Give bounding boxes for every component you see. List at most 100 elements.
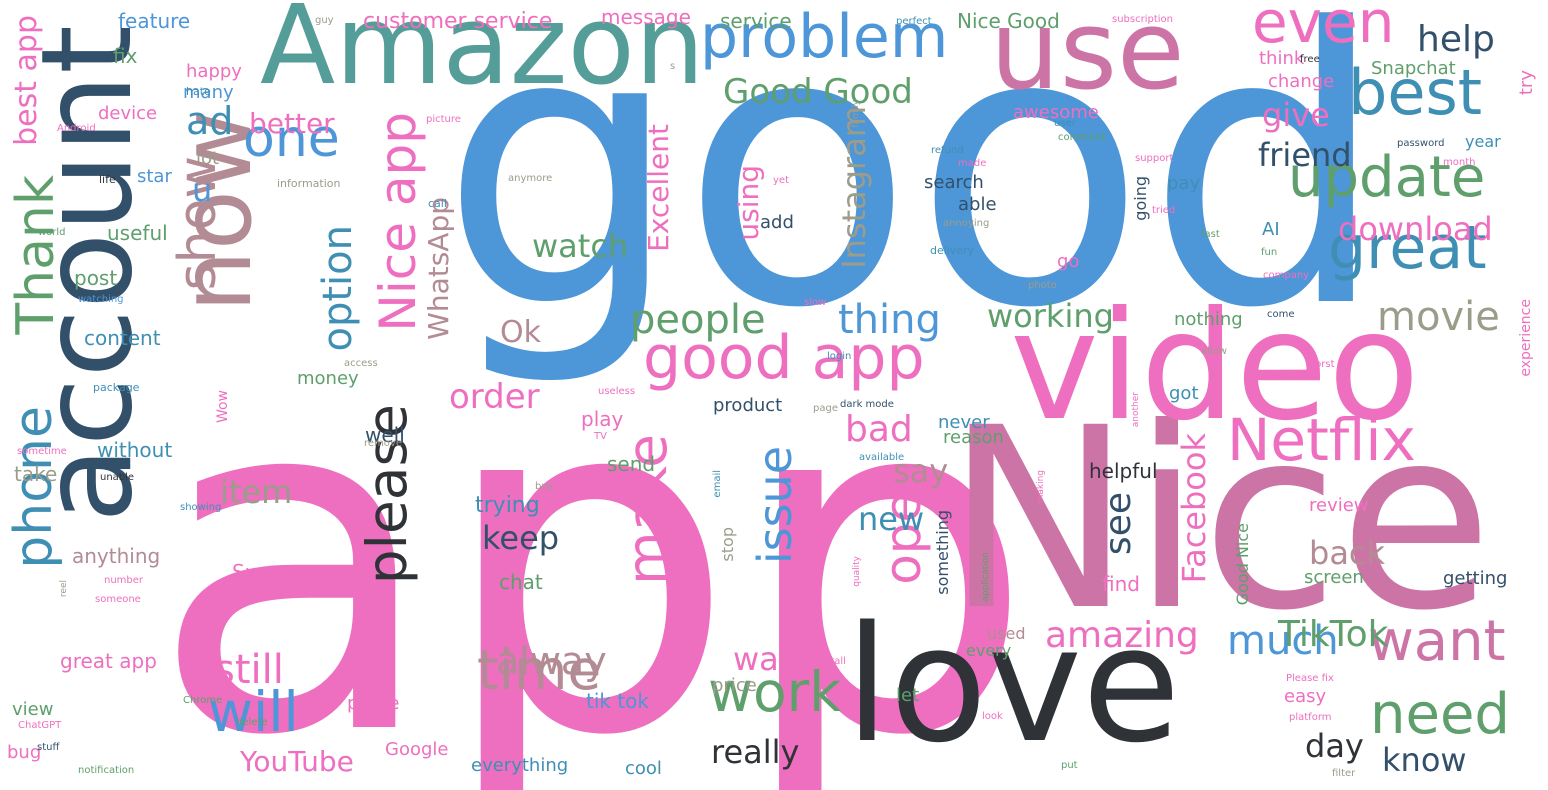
cloud-word: made: [958, 158, 987, 169]
cloud-word: Facebook: [1175, 433, 1213, 584]
cloud-word: review: [1309, 495, 1369, 516]
cloud-word: Amazon: [260, 0, 705, 109]
cloud-word: money: [297, 368, 359, 389]
cloud-word: Thank: [6, 175, 66, 335]
cloud-word: filter: [1332, 768, 1356, 779]
cloud-word: number: [104, 575, 144, 586]
cloud-word: worst: [1307, 359, 1335, 370]
cloud-word: watching: [78, 294, 124, 305]
cloud-word: reason: [943, 427, 1004, 448]
cloud-word: notification: [78, 765, 135, 776]
cloud-word: quality: [852, 556, 862, 587]
cloud-word: slow: [804, 297, 827, 308]
cloud-word: issue: [748, 446, 802, 565]
cloud-word: alway: [496, 639, 607, 683]
cloud-word: Nice Good: [957, 9, 1060, 33]
cloud-word: useless: [598, 386, 636, 397]
cloud-word: stuff: [37, 742, 60, 753]
cloud-word: video: [1010, 280, 1420, 454]
cloud-word: every: [966, 641, 1012, 660]
cloud-word: easy: [1284, 686, 1327, 707]
cloud-word: new: [858, 500, 925, 538]
cloud-word: annoying: [943, 218, 990, 229]
cloud-word: perfect: [896, 16, 932, 27]
cloud-word: remove: [364, 438, 402, 449]
cloud-word: good: [440, 0, 1388, 391]
cloud-word: password: [1397, 138, 1445, 149]
cloud-word: ChatGPT: [18, 720, 62, 731]
cloud-word: search: [924, 172, 984, 193]
cloud-word: change: [1268, 71, 1335, 92]
cloud-word: content: [84, 326, 161, 350]
cloud-word: Netflix: [1227, 406, 1416, 474]
cloud-word: WhatsApp: [422, 197, 455, 340]
cloud-word: need: [1370, 682, 1510, 747]
cloud-word: great: [1328, 213, 1487, 283]
cloud-word: another: [1131, 392, 1141, 428]
cloud-word: year: [1465, 132, 1501, 151]
cloud-word: hate: [186, 85, 211, 98]
cloud-word: world: [38, 227, 66, 238]
cloud-word: feature: [118, 9, 191, 33]
cloud-word: YouTube: [240, 745, 354, 778]
cloud-word: information: [277, 177, 341, 190]
cloud-word: device: [98, 103, 158, 124]
cloud-word: time: [477, 638, 602, 702]
cloud-word: s: [670, 61, 676, 72]
cloud-word: best: [1348, 56, 1483, 129]
cloud-word: access: [344, 358, 378, 369]
cloud-word: give: [1262, 96, 1330, 134]
cloud-word: still: [214, 647, 284, 693]
cloud-word: take: [14, 462, 58, 486]
cloud-word: friend: [1258, 136, 1352, 174]
cloud-word: awesome: [1013, 102, 1099, 123]
cloud-word: call: [428, 197, 447, 210]
cloud-word: using: [732, 165, 765, 241]
cloud-word: download: [1338, 210, 1493, 248]
cloud-word: help: [1417, 19, 1495, 60]
cloud-word: thing: [838, 297, 941, 343]
cloud-word: life: [99, 173, 116, 186]
cloud-word: Wow: [215, 390, 231, 424]
cloud-word: free: [1300, 54, 1320, 65]
cloud-word: see: [1098, 492, 1139, 556]
cloud-word: Ok: [500, 315, 541, 350]
cloud-word: tik tok: [586, 689, 649, 713]
cloud-word: Nice: [945, 374, 1493, 665]
cloud-word: used: [987, 624, 1026, 643]
cloud-word: without: [97, 438, 173, 462]
cloud-word: application: [981, 552, 991, 602]
cloud-word: available: [859, 452, 905, 463]
cloud-word: family: [851, 100, 861, 128]
cloud-word: will: [208, 680, 299, 744]
cloud-word: working: [987, 297, 1114, 335]
cloud-word: email: [712, 470, 723, 498]
cloud-word: refund: [931, 145, 964, 156]
cloud-word: star: [137, 166, 172, 187]
cloud-word: amazing: [1045, 615, 1199, 656]
cloud-word: customer service: [363, 9, 553, 34]
cloud-word: use: [990, 0, 1185, 114]
cloud-word: movie: [1377, 294, 1500, 340]
cloud-word: post: [74, 266, 118, 290]
cloud-word: ad: [186, 99, 234, 143]
cloud-word: sometime: [17, 446, 67, 457]
cloud-word: support: [1135, 153, 1174, 164]
cloud-word: Android: [57, 123, 96, 134]
cloud-word: chat: [499, 570, 543, 594]
cloud-word: showing: [180, 502, 222, 513]
cloud-word: allow: [1201, 346, 1227, 357]
cloud-word: nothing: [1174, 309, 1243, 330]
cloud-word: Excellent: [642, 124, 675, 252]
cloud-word: Nice app: [369, 112, 427, 332]
cloud-word: item: [220, 473, 293, 511]
cloud-word: best app: [9, 15, 44, 146]
cloud-word: want: [1368, 609, 1506, 674]
cloud-word: unable: [100, 472, 135, 483]
cloud-word: put: [1061, 760, 1078, 771]
cloud-word: good app: [643, 323, 925, 393]
cloud-word: look: [982, 711, 1003, 722]
cloud-word: fix: [113, 44, 138, 68]
cloud-word: price: [712, 675, 757, 696]
cloud-word: product: [713, 395, 783, 416]
